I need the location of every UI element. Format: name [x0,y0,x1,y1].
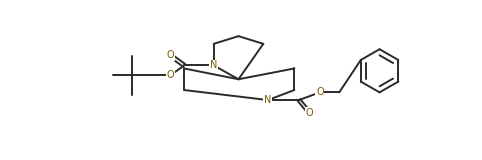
Text: N: N [264,95,272,105]
Text: O: O [166,70,174,80]
Text: O: O [306,108,314,118]
Text: O: O [316,87,324,97]
Text: N: N [210,60,217,70]
Text: O: O [166,50,174,60]
